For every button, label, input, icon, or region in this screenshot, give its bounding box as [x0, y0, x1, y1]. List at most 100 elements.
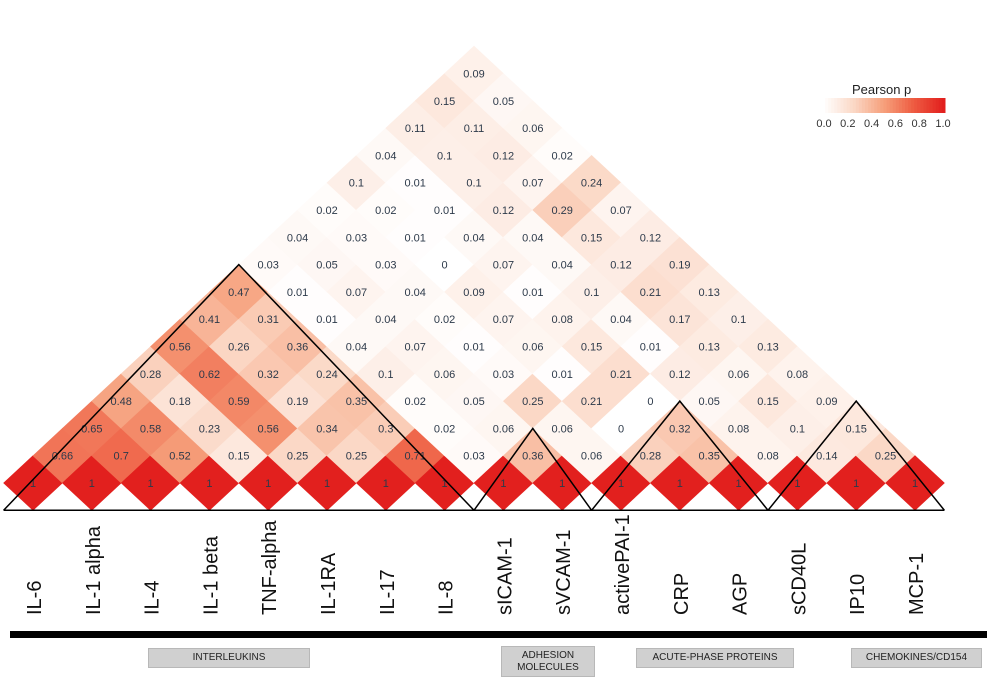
cell-value-label: 0.06 [728, 369, 749, 381]
cell-value-label: 0.36 [522, 451, 543, 463]
cell-value-label: 0.21 [581, 396, 602, 408]
legend-tick-label: 0.2 [840, 118, 855, 130]
variable-label: CRP [671, 573, 693, 615]
legend-gradient-step [871, 98, 875, 113]
group-outline [3, 263, 475, 511]
cell-value-label: 0.62 [199, 369, 220, 381]
variable-label: IL-1 beta [200, 535, 222, 615]
variable-label: sVCAM-1 [553, 529, 575, 615]
legend-gradient-step [865, 98, 869, 113]
cell-value-label: 0.1 [466, 178, 481, 190]
legend-gradient-step [917, 98, 921, 113]
cell-value-label: 0.06 [493, 423, 514, 435]
legend-gradient-step [825, 98, 829, 113]
cell-value-label: 0.19 [287, 396, 308, 408]
cell-value-label: 0.04 [375, 314, 396, 326]
cell-value-label: 0.1 [437, 150, 452, 162]
legend-gradient-step [905, 98, 909, 113]
cell-value-label: 0.14 [816, 451, 837, 463]
cell-value-label: 0.12 [493, 150, 514, 162]
cell-value-label: 1 [206, 478, 212, 490]
cell-value-label: 1 [500, 478, 506, 490]
cell-value-label: 0.02 [404, 396, 425, 408]
legend-gradient-step [938, 98, 943, 113]
cell-value-label: 0.01 [434, 205, 455, 217]
heatmap-cell [209, 318, 269, 375]
cell-value-label: 0.08 [728, 423, 749, 435]
cell-value-label: 0 [647, 396, 653, 408]
cell-value-label: 1 [442, 478, 448, 490]
legend-gradient-step [898, 98, 903, 113]
legend-gradient-step [920, 98, 924, 113]
heatmap-cell [885, 455, 945, 511]
cell-value-label: 0.05 [698, 396, 719, 408]
heatmap-cell [179, 455, 240, 511]
cell-value-label: 1 [89, 478, 95, 490]
cell-value-label: 0 [442, 260, 448, 272]
cell-value-label: 0.03 [346, 232, 367, 244]
legend-tick-labels: 0.0 0.2 0.4 0.6 0.8 1.0 [816, 118, 950, 130]
cell-value-label: 0.01 [522, 287, 543, 299]
cell-value-label: 0.07 [346, 287, 367, 299]
legend-gradient-step [880, 98, 884, 113]
legend-gradient-step [889, 98, 894, 113]
heatmap-cell [738, 373, 798, 429]
cell-value-label: 0.02 [375, 205, 396, 217]
cell-value-label: 0.56 [257, 423, 278, 435]
cell-value-label: 0.07 [493, 260, 514, 272]
cell-value-label: 1 [677, 478, 683, 490]
legend-tick-label: 0.6 [888, 118, 903, 130]
cell-value-label: 0.3 [378, 423, 393, 435]
cell-value-label: 0.11 [405, 123, 426, 135]
legend-title: Pearson p [852, 82, 912, 97]
variable-label: MCP-1 [906, 553, 928, 615]
cell-value-label: 1 [559, 478, 565, 490]
variable-label: sCD40L [788, 543, 810, 615]
cell-value-label: 0.04 [404, 287, 425, 299]
variable-label: TNF-alpha [259, 520, 281, 615]
heatmap-cell [356, 127, 416, 184]
cell-value-label: 0.01 [404, 178, 425, 190]
cell-value-label: 0.01 [463, 342, 484, 354]
legend-tick-label: 0.8 [912, 118, 927, 130]
cell-value-label: 0.59 [228, 396, 249, 408]
cell-value-label: 0.04 [346, 342, 367, 354]
cell-value-label: 0.07 [522, 178, 543, 190]
cell-value-label: 0.17 [669, 314, 690, 326]
variable-label: IP10 [847, 574, 869, 615]
legend-gradient-step [852, 98, 857, 113]
cell-value-label: 0.13 [757, 342, 778, 354]
cell-value-label: 1 [912, 478, 918, 490]
heatmap-cell [326, 155, 387, 211]
cell-value-label: 0.04 [463, 232, 484, 244]
cell-value-label: 0.03 [463, 451, 484, 463]
cell-value-label: 0.21 [610, 369, 631, 381]
cell-value-label: 0.02 [316, 205, 337, 217]
legend-gradient-step [822, 98, 826, 113]
heatmap-cell [738, 428, 798, 484]
cell-value-label: 0.1 [378, 369, 393, 381]
cell-value-label: 0.15 [581, 232, 602, 244]
cell-value-label: 0.03 [257, 260, 278, 272]
cell-value-label: 1 [794, 478, 800, 490]
cell-value-label: 0.47 [228, 287, 249, 299]
cell-value-label: 0.32 [669, 423, 690, 435]
cell-value-label: 0.02 [434, 423, 455, 435]
legend-tick-label: 0.4 [864, 118, 879, 130]
heatmap-cell [326, 318, 387, 375]
cell-value-label: 0.52 [169, 451, 190, 463]
cell-value-label: 0.21 [640, 287, 661, 299]
cell-value-label: 1 [265, 478, 271, 490]
cell-value-label: 0.12 [493, 205, 514, 217]
cell-value-label: 0.28 [140, 369, 161, 381]
heatmap-cell [591, 455, 651, 511]
legend-color-bar [822, 98, 946, 113]
cell-value-label: 0.15 [845, 423, 866, 435]
variable-label: IL-1 alpha [83, 525, 105, 615]
cell-value-label: 0.06 [551, 423, 572, 435]
cell-value-label: 0.1 [790, 423, 805, 435]
variable-label: IL-8 [436, 581, 458, 615]
cell-value-label: 0.65 [81, 423, 102, 435]
legend-gradient-step [923, 98, 928, 113]
heatmap-cell [738, 318, 798, 375]
